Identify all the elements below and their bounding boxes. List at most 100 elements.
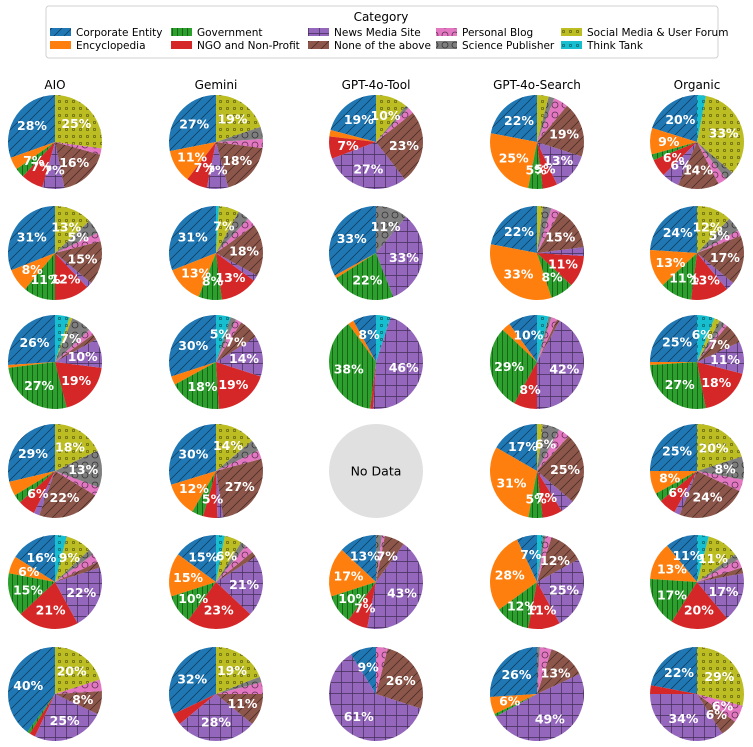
slice-label-news-media-site: 13% (543, 153, 573, 168)
slice-fill (348, 320, 376, 362)
slice-hatch (697, 315, 715, 362)
slice-ngo-and-non-profit (216, 253, 255, 300)
slice-label-ngo-and-non-profit: 6% (27, 486, 49, 501)
slice-label-encyclopedia: 31% (496, 475, 526, 490)
slice-ngo-and-non-profit (216, 362, 261, 409)
slice-social-media-and-user-forum (216, 95, 261, 142)
slice-hatch (331, 582, 376, 621)
slice-personal-blog (697, 230, 741, 253)
slice-label-corporate-entity: 26% (19, 335, 49, 350)
slice-label-news-media-site: 42% (549, 362, 579, 377)
slice-ngo-and-non-profit (173, 694, 216, 724)
legend-label: NGO and Non-Profit (197, 40, 300, 52)
slice-hatch (216, 458, 264, 518)
slice-label-government: 27% (665, 377, 695, 392)
slice-none-of-the-above (537, 105, 584, 157)
slice-personal-blog (537, 535, 552, 582)
slice-hatch (697, 230, 741, 253)
slice-fill (171, 471, 216, 512)
pie-gpt-4o-search-row-4: 17% 31% 5%7% 25% 6% (490, 424, 584, 518)
slice-hatch (697, 535, 709, 582)
slice-label-government: 29% (494, 359, 524, 374)
slice-hatch (329, 323, 376, 409)
slice-hatch (216, 206, 239, 253)
slice-label-corporate-entity: 28% (17, 118, 47, 133)
slice-social-media-and-user-forum (537, 206, 543, 253)
slice-hatch (25, 253, 55, 300)
slice-government (655, 471, 697, 501)
slice-hatch (33, 471, 55, 516)
slice-label-think-tank: 6% (692, 327, 714, 342)
slice-hatch (376, 107, 413, 142)
slice-fill (697, 362, 743, 409)
slice-news-media-site (55, 567, 102, 624)
slice-social-media-and-user-forum (697, 318, 720, 362)
slice-hatch (697, 206, 730, 253)
slice-none-of-the-above (376, 535, 404, 582)
slice-label-corporate-entity: 19% (344, 112, 374, 127)
slice-ngo-and-non-profit (370, 362, 376, 409)
legend-label: None of the above (334, 40, 431, 52)
slice-social-media-and-user-forum (55, 95, 102, 149)
slice-hatch (537, 247, 585, 256)
slice-news-media-site (216, 556, 263, 615)
slice-government (198, 253, 222, 301)
legend-swatch-hatch (561, 41, 582, 49)
legend-label: Personal Blog (462, 27, 533, 39)
slice-none-of-the-above (537, 649, 580, 694)
slice-none-of-the-above (678, 142, 719, 190)
slice-think-tank (537, 535, 543, 582)
slice-encyclopedia (502, 323, 537, 362)
slice-hatch (353, 315, 376, 362)
slice-label-encyclopedia: 13% (656, 255, 686, 270)
slice-hatch (537, 647, 552, 694)
slice-hatch (376, 105, 409, 142)
slice-news-media-site (55, 253, 92, 288)
slice-hatch (697, 235, 744, 283)
slice-label-none-of-the-above: 26% (386, 673, 416, 688)
slice-social-media-and-user-forum (216, 647, 260, 694)
slice-label-news-media-site: 21% (229, 577, 259, 592)
slice-label-ngo-and-non-profit: 5% (202, 492, 224, 507)
slice-hatch (537, 316, 552, 362)
legend-item-corporate-entity: Corporate Entity (50, 27, 162, 39)
legend-label: Think Tank (586, 40, 644, 52)
slice-label-none-of-the-above: 25% (550, 462, 580, 477)
slice-hatch (697, 142, 733, 179)
slice-fill (490, 447, 537, 518)
slice-encyclopedia (171, 362, 216, 385)
slice-corporate-entity (168, 95, 216, 152)
slice-science-publisher (55, 549, 94, 582)
legend-swatch-hatch (436, 41, 457, 49)
slice-ngo-and-non-profit (528, 582, 560, 630)
slice-label-social-media-and-user-forum: 19% (217, 112, 247, 127)
slice-government (649, 579, 697, 622)
slice-corporate-entity (490, 95, 537, 142)
slice-fill (20, 582, 78, 629)
slice-ngo-and-non-profit (29, 694, 55, 737)
legend-swatch-hatch (308, 28, 329, 36)
slice-ngo-and-non-profit (537, 471, 562, 518)
slice-ngo-and-non-profit (203, 471, 218, 519)
slice-news-media-site (537, 471, 573, 511)
slice-hatch (206, 142, 229, 190)
slice-label-none-of-the-above: 7% (225, 335, 247, 350)
slice-fill (537, 142, 558, 189)
slice-hatch (216, 319, 242, 362)
slice-label-corporate-entity: 27% (179, 117, 209, 132)
slice-government (494, 694, 537, 717)
slice-hatch (373, 317, 424, 410)
slice-label-government: 8% (202, 274, 224, 289)
slice-hatch (537, 471, 573, 511)
slice-science-publisher (697, 554, 739, 582)
slice-news-media-site (650, 694, 723, 741)
slice-encyclopedia (172, 253, 216, 297)
slice-corporate-entity (169, 315, 216, 377)
slice-none-of-the-above (697, 325, 740, 362)
slice-news-media-site (537, 559, 585, 624)
slice-label-social-media-and-user-forum: 11% (698, 551, 728, 566)
slice-hatch (537, 320, 585, 409)
slice-hatch (537, 424, 543, 471)
